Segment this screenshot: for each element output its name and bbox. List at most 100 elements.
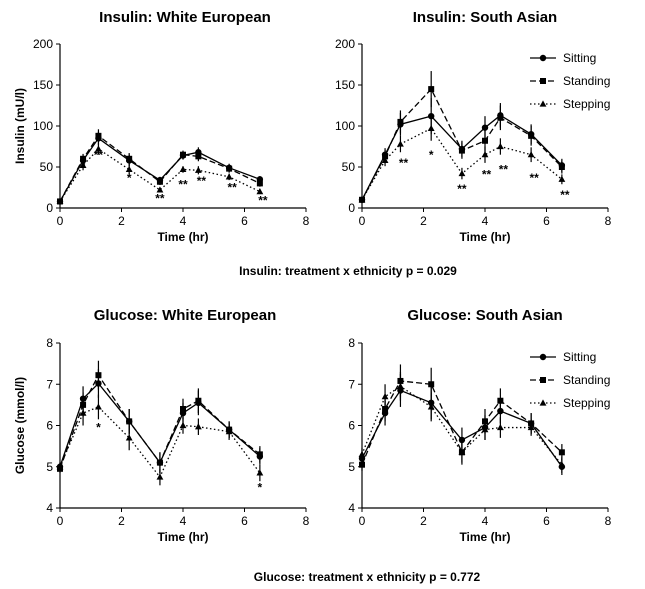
chart3-series-standing-point [180, 406, 186, 412]
chart1-series-stepping-point [179, 165, 187, 173]
chart2-legend-marker-standing [540, 78, 546, 84]
chart3-series-standing-point [156, 459, 163, 466]
chart1-series-standing-line [59, 134, 261, 202]
chart4-series-stepping-point [358, 450, 366, 457]
chart3-series-stepping-point [194, 423, 202, 430]
chart2-x-axis-label: Time (hr) [459, 230, 510, 244]
chart2-series-stepping-point [358, 196, 366, 203]
chart4-legend-marker-standing [540, 377, 546, 383]
chart2-y-tick-label: 100 [335, 119, 355, 133]
chart2-x-tick-label: 6 [543, 214, 550, 228]
chart3-series-stepping-point [156, 473, 164, 480]
chart2-y-tick-label: 0 [348, 201, 355, 215]
chart2-panel: Insulin: South Asian 0 50 100 150 200 0 2 4 6 8 Tim… [335, 9, 612, 244]
chart1-significance-mark: ** [178, 177, 188, 191]
chart1-significance-mark: ** [94, 148, 104, 162]
chart2-series-stepping-point [427, 124, 435, 132]
chart3-x-axis-label: Time (hr) [157, 530, 208, 544]
chart2-legend-marker-stepping [539, 100, 547, 107]
chart4-y-tick-label: 7 [348, 377, 355, 391]
chart3-series-stepping-point [256, 469, 264, 476]
chart2-title: Insulin: South Asian [413, 9, 557, 26]
chart1-x-tick-label: 0 [57, 214, 64, 228]
chart1-series-standing-point [95, 132, 102, 139]
chart1-y-tick-label: 150 [33, 78, 53, 92]
chart1-x-tick-label: 2 [118, 214, 125, 228]
chart2-significance-mark: * [429, 148, 434, 162]
chart2-significance-mark: ** [482, 167, 492, 181]
chart3-y-axis-label: Glucose (mmol/l) [13, 377, 27, 474]
chart4-y-tick-label: 8 [348, 336, 355, 350]
chart4-series-stepping-point [427, 403, 435, 410]
chart1-significance-mark: ** [197, 174, 207, 188]
chart3-significance-mark: * [96, 421, 101, 435]
chart2-x-tick-label: 4 [482, 214, 489, 228]
chart2-y-tick-label: 50 [342, 160, 356, 174]
chart4-x-tick-label: 4 [482, 514, 489, 528]
chart4-y-tick-label: 4 [348, 501, 355, 515]
chart3-y-tick-label: 8 [46, 336, 53, 350]
chart2-series-standing-point [497, 114, 504, 121]
chart4-y-tick-label: 6 [348, 419, 355, 433]
chart1-significance-mark: * [127, 171, 132, 185]
chart2-significance-mark: ** [499, 163, 509, 177]
chart1-series-standing-point [195, 153, 202, 160]
chart3-series-standing-point [95, 372, 102, 379]
chart4-series-stepping-point [458, 448, 466, 455]
chart1-series-standing-point [80, 155, 87, 162]
chart3-significance-mark: * [258, 481, 263, 495]
chart1-y-axis-label: Insulin (mU/l) [13, 88, 27, 164]
chart1-significance-mark: ** [155, 191, 165, 205]
chart4-series-standing-point [359, 461, 365, 468]
chart1-title: Insulin: White European [99, 9, 271, 26]
chart1-significance-mark: ** [258, 194, 268, 208]
chart4-y-tick-label: 5 [348, 460, 355, 474]
chart3-series-stepping-point [179, 421, 187, 429]
chart4-legend-marker-sitting [539, 353, 547, 361]
chart4-series-standing-point [497, 397, 504, 404]
chart3-series-stepping-point [95, 403, 102, 410]
chart3-x-tick-label: 8 [303, 514, 310, 528]
chart4-x-axis-label: Time (hr) [459, 530, 510, 544]
chart2-x-tick-label: 8 [605, 214, 612, 228]
chart3-x-tick-label: 0 [57, 514, 64, 528]
chart3-y-tick-label: 4 [46, 501, 53, 515]
chart1-series-standing-point [256, 180, 263, 187]
chart3-series-standing-point [256, 451, 263, 458]
chart2-series-standing-point [482, 137, 488, 144]
chart3-series-stepping-point [225, 428, 233, 435]
chart3-series-stepping-point [56, 463, 64, 470]
chart1-series-standing-point [226, 165, 233, 172]
chart3-series-standing-point [195, 397, 202, 404]
chart4-series-stepping-point [381, 393, 389, 400]
chart4-legend-marker-stepping [539, 399, 547, 406]
chart1-series-stepping-point [79, 161, 87, 168]
insulin-interaction-caption: Insulin: treatment x ethnicity p = 0.029 [239, 264, 457, 278]
chart1-series-stepping-point [125, 165, 133, 173]
chart2-legend-label-sitting: Sitting [563, 51, 596, 65]
chart2-series-stepping-point [381, 156, 389, 164]
chart3-y-tick-label: 6 [46, 419, 53, 433]
chart3-y-tick-label: 7 [46, 377, 53, 391]
chart4-x-tick-label: 8 [605, 514, 612, 528]
chart1-series-standing-point [180, 151, 186, 158]
chart4-x-tick-label: 0 [359, 514, 366, 528]
chart2-significance-mark: ** [399, 156, 409, 170]
chart2-series-stepping-point [558, 175, 566, 182]
chart1-x-tick-label: 4 [180, 214, 187, 228]
chart1-x-tick-label: 8 [303, 214, 310, 228]
chart2-series-standing-point [558, 164, 565, 170]
chart1-y-tick-label: 0 [46, 201, 53, 215]
chart4-series-standing-point [428, 381, 435, 388]
chart2-series-standing-point [458, 147, 465, 154]
chart4-legend-label-sitting: Sitting [563, 350, 596, 364]
chart2-x-tick-label: 0 [359, 214, 366, 228]
chart3-x-tick-label: 2 [118, 514, 125, 528]
chart2-series-sitting-point [481, 124, 489, 131]
chart2-series-standing-point [428, 86, 435, 93]
chart2-series-standing-point [528, 132, 535, 139]
chart1-significance-mark: ** [228, 181, 238, 195]
chart1-series-stepping-point [256, 188, 264, 195]
chart1-x-axis-label: Time (hr) [157, 230, 208, 244]
